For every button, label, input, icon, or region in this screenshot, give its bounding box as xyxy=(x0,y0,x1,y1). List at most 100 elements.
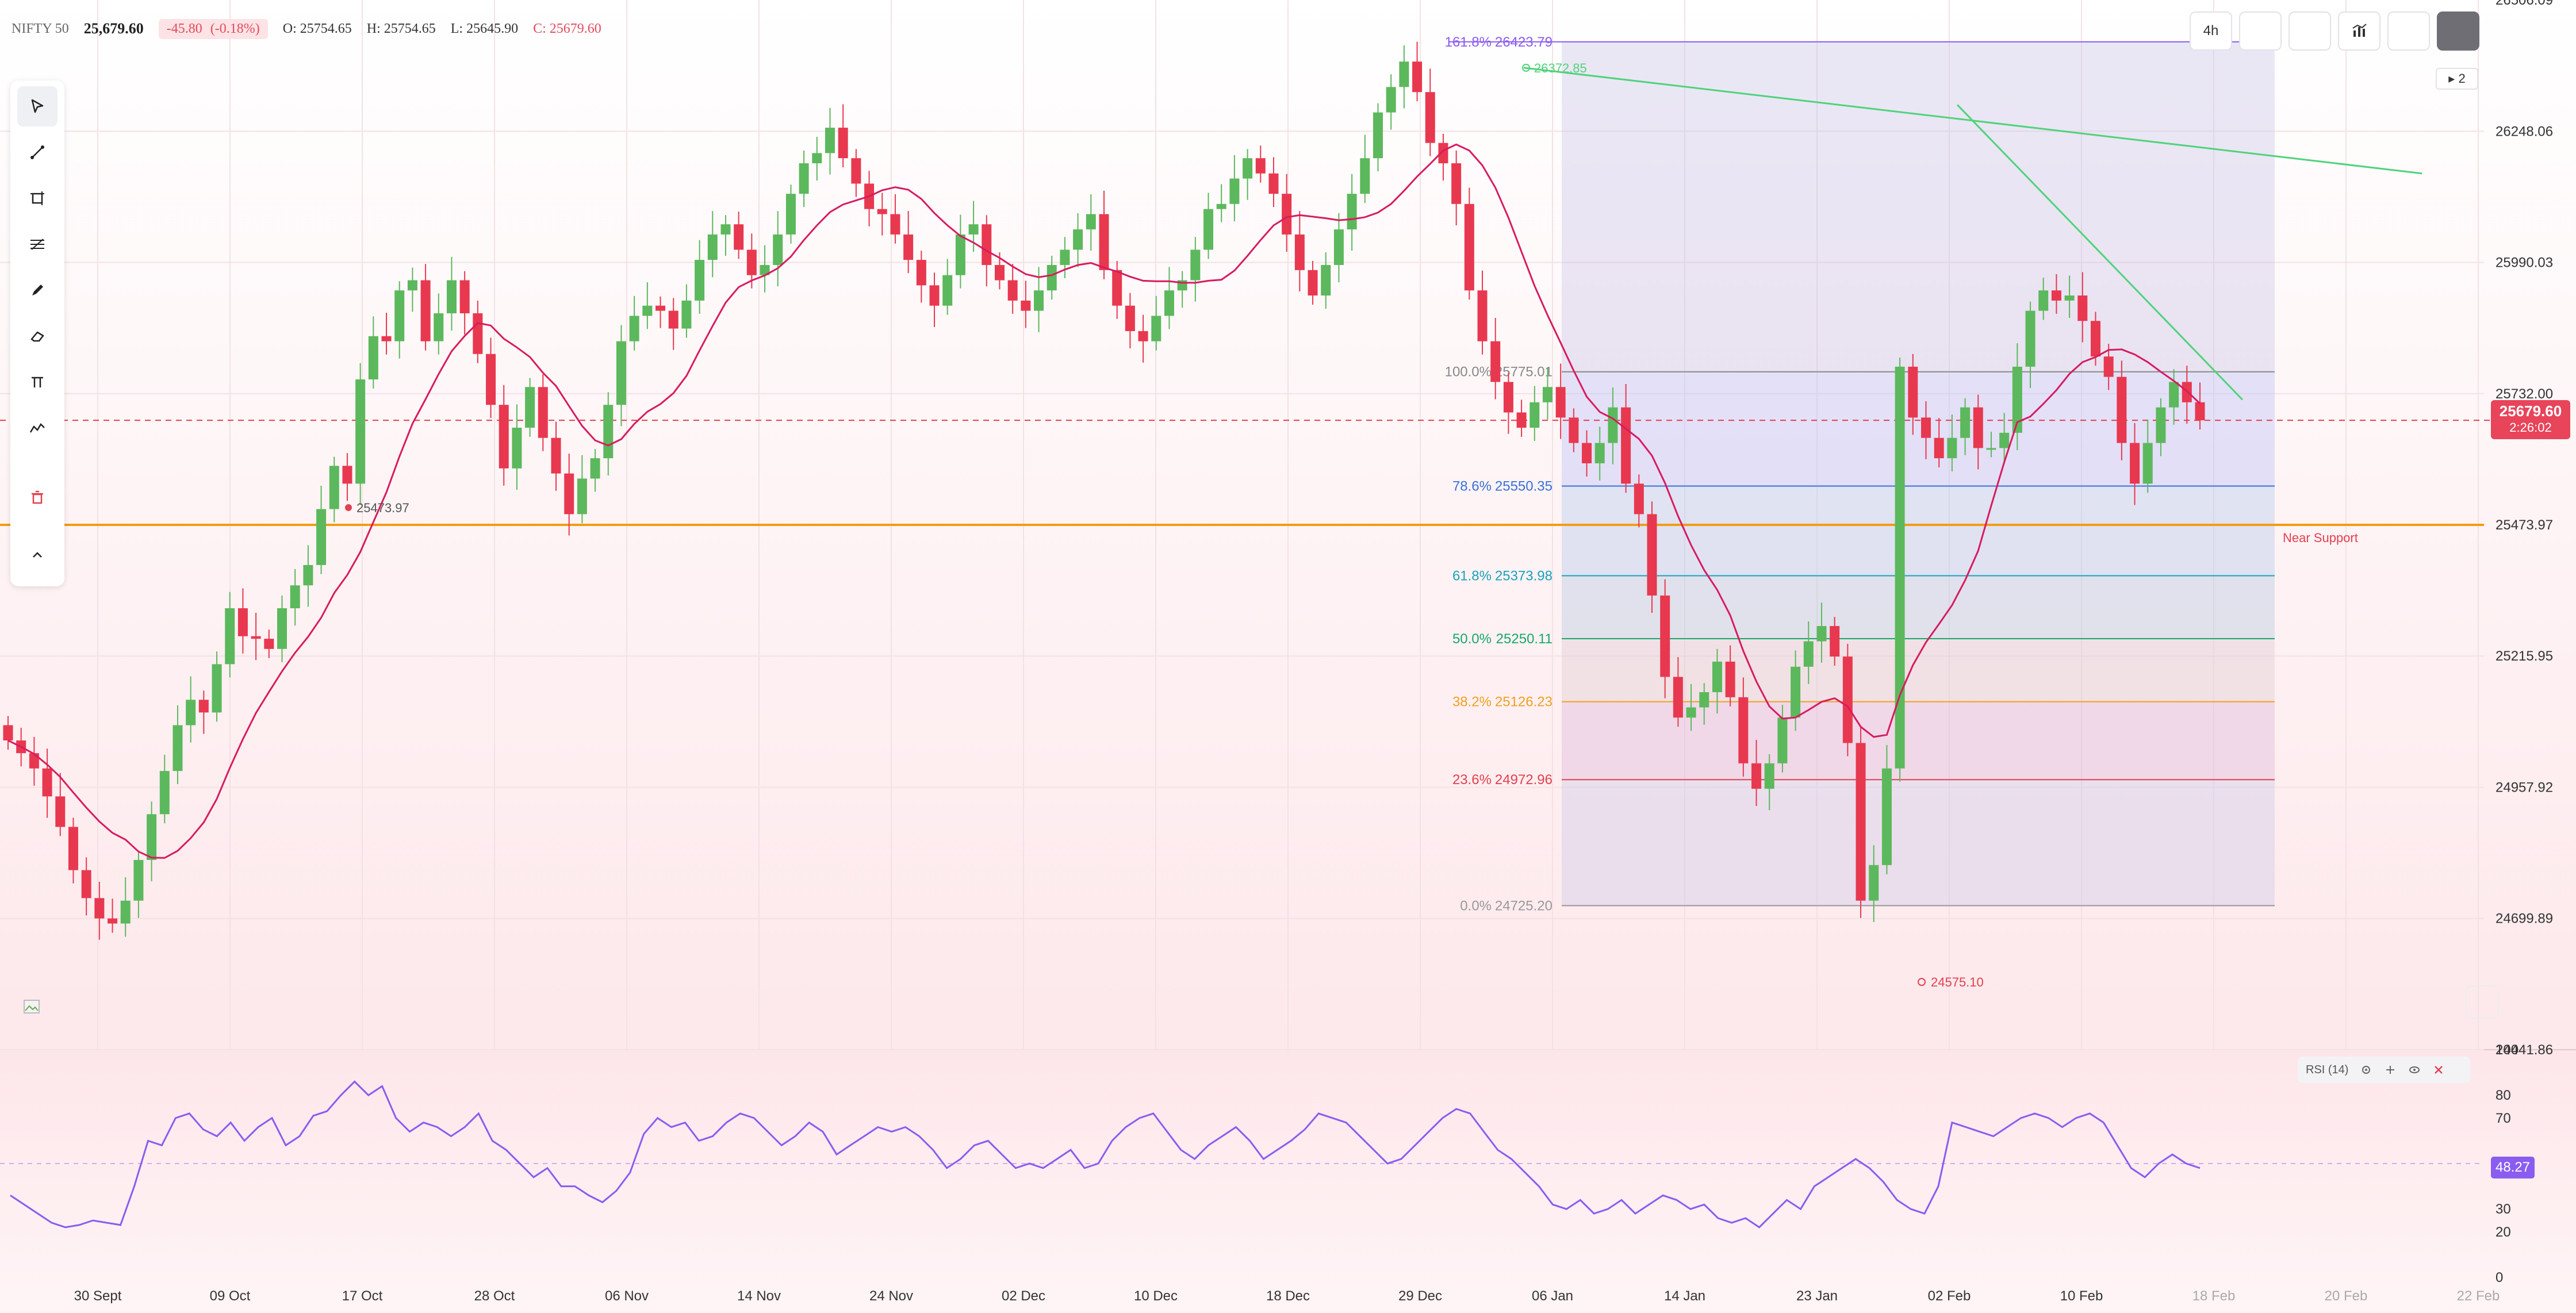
candle-body xyxy=(1099,214,1109,270)
candle-body xyxy=(1438,143,1448,164)
broken-image-icon xyxy=(24,1000,40,1013)
compare-button[interactable] xyxy=(2288,11,2331,51)
x-tick-label: 17 Oct xyxy=(342,1288,383,1304)
candle-body xyxy=(760,264,770,275)
candle-body xyxy=(1138,331,1148,341)
theme-toggle-button[interactable] xyxy=(2437,11,2479,51)
low-value: L: 25645.90 xyxy=(450,21,519,36)
chart-top-controls: 4h xyxy=(2190,11,2479,51)
candle-body xyxy=(1321,264,1331,296)
collapse-toolbar[interactable] xyxy=(17,535,57,575)
trend-line-tool[interactable] xyxy=(17,132,57,172)
delete-drawings-tool[interactable] xyxy=(17,477,57,517)
eraser-tool[interactable] xyxy=(17,316,57,356)
plus-icon[interactable] xyxy=(2384,1064,2397,1076)
candle-body xyxy=(277,608,287,649)
candle-body xyxy=(1464,204,1474,291)
candle-body xyxy=(2038,290,2049,311)
candle-body xyxy=(695,260,705,301)
fib-level-price: 25550.35 xyxy=(1495,478,1552,494)
change-value: -45.80 xyxy=(166,21,202,36)
candle-body xyxy=(603,405,614,459)
indicators-button[interactable] xyxy=(2338,11,2380,51)
candle-body xyxy=(212,664,222,713)
y-tick-label: 25990.03 xyxy=(2496,255,2553,271)
candle-body xyxy=(133,859,144,901)
close-icon[interactable] xyxy=(2432,1064,2445,1076)
candle-body xyxy=(1947,437,1957,459)
candle-body xyxy=(473,313,483,354)
gear-icon[interactable] xyxy=(2360,1064,2372,1076)
fib-level-percent: 50.0% xyxy=(1452,631,1492,647)
candle-body xyxy=(642,305,653,316)
candle-body xyxy=(1555,387,1566,418)
candle-body xyxy=(1490,341,1501,382)
candle-body xyxy=(1803,641,1814,667)
candle-body xyxy=(2051,290,2061,301)
candle-body xyxy=(55,796,66,827)
rsi-line xyxy=(10,1080,2201,1228)
candle-body xyxy=(838,128,848,159)
candle-body xyxy=(1738,697,1749,763)
moving-average-line xyxy=(7,143,2201,859)
rsi-axis-label: 30 xyxy=(2496,1201,2511,1217)
candle-body xyxy=(1282,194,1292,235)
x-tick-label: 20 Feb xyxy=(2325,1288,2368,1304)
candle-body xyxy=(1608,407,1618,443)
candle-body xyxy=(459,280,470,313)
fib-retracement-tool[interactable] xyxy=(17,224,57,264)
candle-body xyxy=(1060,249,1070,265)
current-price-value: 25679.60 xyxy=(2499,402,2562,420)
candle-body xyxy=(1921,417,1931,438)
x-tick-label: 10 Feb xyxy=(2060,1288,2103,1304)
candle-body xyxy=(1451,163,1462,204)
scroll-to-latest-button[interactable] xyxy=(2466,985,2499,1019)
fib-level-price: 25126.23 xyxy=(1495,694,1552,710)
x-tick-label: 28 Oct xyxy=(474,1288,515,1304)
cursor-tool[interactable] xyxy=(17,86,57,126)
candle-body xyxy=(955,234,965,275)
candle-body xyxy=(1934,437,1944,459)
x-tick-label: 02 Dec xyxy=(1002,1288,1045,1304)
fib-level-price: 24725.20 xyxy=(1495,898,1552,913)
candle-body xyxy=(2130,443,2140,484)
candle-body xyxy=(251,636,261,639)
candle-body xyxy=(512,428,522,469)
indicator-count[interactable]: ▸ 2 xyxy=(2436,68,2478,90)
eye-icon[interactable] xyxy=(2408,1064,2421,1076)
fib-level-price: 25250.11 xyxy=(1496,631,1552,647)
candle-body xyxy=(1373,112,1383,159)
high-marker-label: 26372.85 xyxy=(1534,61,1587,75)
text-icon xyxy=(32,377,43,387)
chart-type-button[interactable] xyxy=(2239,11,2282,51)
brush-tool[interactable] xyxy=(17,270,57,310)
candle-body xyxy=(264,639,274,649)
trash-icon xyxy=(32,490,43,504)
candle-body xyxy=(720,224,731,235)
fib-level-price: 25775.01 xyxy=(1495,364,1552,380)
candle-body xyxy=(68,827,78,870)
candle-body xyxy=(1333,229,1344,265)
candle-body xyxy=(1856,743,1866,901)
text-tool[interactable] xyxy=(17,362,57,402)
settings-button[interactable] xyxy=(2387,11,2430,51)
interval-button[interactable]: 4h xyxy=(2190,11,2232,51)
candle-body xyxy=(916,260,926,286)
y-tick-label: 25732.00 xyxy=(2496,386,2553,402)
candle-body xyxy=(2025,310,2035,367)
candle-body xyxy=(1908,366,1918,418)
fib-band xyxy=(1562,701,2275,780)
candle-body xyxy=(2117,377,2127,443)
candle-body xyxy=(1582,443,1592,463)
candle-body xyxy=(1046,264,1057,291)
candle-body xyxy=(2064,295,2075,301)
candle-body xyxy=(368,336,378,379)
drawing-toolbar xyxy=(10,80,64,586)
candle-body xyxy=(564,473,574,515)
shape-tool[interactable] xyxy=(17,178,57,218)
zigzag-icon xyxy=(29,423,45,433)
pattern-tool[interactable] xyxy=(17,408,57,448)
candle-body xyxy=(42,768,52,797)
fib-level-percent: 38.2% xyxy=(1452,694,1492,710)
